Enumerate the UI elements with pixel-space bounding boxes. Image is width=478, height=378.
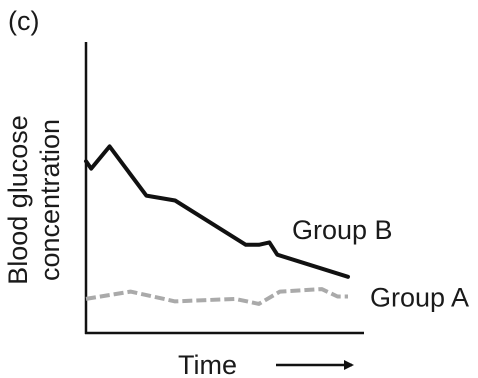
x-axis-label: Time [178, 350, 237, 378]
series-line-group-a [85, 287, 348, 306]
y-axis-label-line-2: concentration [35, 119, 65, 281]
series-label-group-b: Group B [292, 215, 393, 245]
y-axis-label-line-1: Blood glucose [3, 115, 33, 285]
panel-label: (c) [8, 6, 39, 36]
series-label-group-a: Group A [370, 283, 469, 313]
y-axis-label: Blood glucose concentration [3, 115, 65, 285]
series-line-group-b [84, 144, 350, 279]
series-layer: Group B Group A [84, 144, 469, 313]
